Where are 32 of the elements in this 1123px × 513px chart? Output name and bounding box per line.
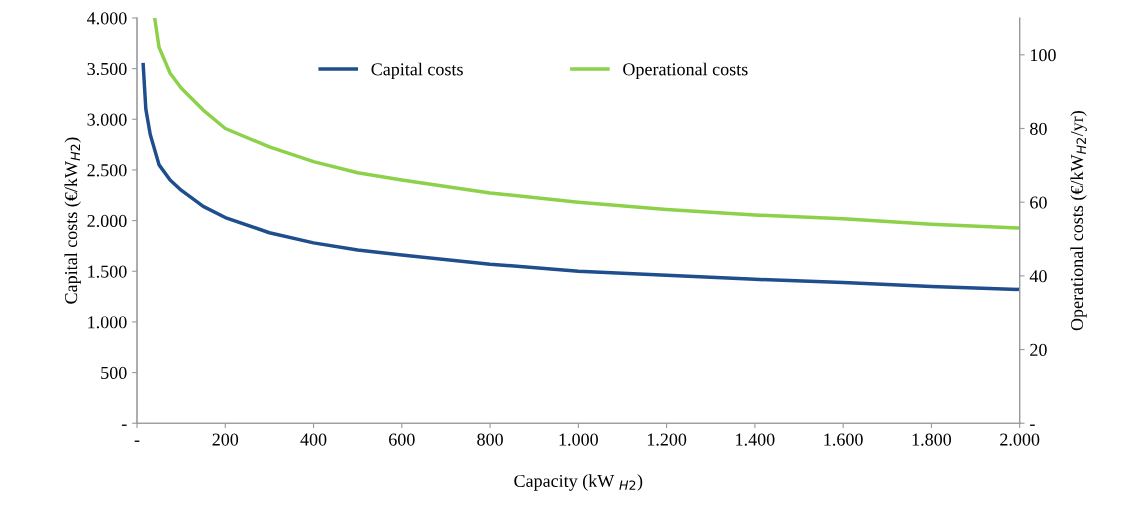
legend-label: Capital costs	[371, 62, 463, 80]
y2-tick-label: 40	[1029, 270, 1047, 283]
x-tick-label: 1.200	[647, 433, 687, 446]
y-tick-label: 3.000	[87, 113, 127, 126]
line-series	[152, 17, 1020, 230]
y-axis-title: Capital costs (€/kW$_{H2}$)	[64, 137, 81, 304]
y-tick-label: 1.500	[88, 265, 127, 278]
y2-tick-label: -	[1030, 424, 1035, 426]
x-tick-label: 600	[389, 433, 415, 446]
x-tick-label: 1.800	[912, 433, 952, 446]
x-tick-label: 1.000	[559, 433, 598, 446]
y-tick-label: 2.500	[87, 164, 127, 177]
legend-label: Operational costs	[623, 62, 748, 80]
y2-tick-label: 20	[1030, 343, 1047, 356]
y-tick-label: 1.000	[88, 316, 127, 329]
x-tick-label: 400	[300, 433, 327, 446]
y-tick-label: 500	[101, 366, 127, 380]
x-tick-label: 800	[477, 433, 503, 446]
x-axis-title: Capacity (kW $_{H2}$)	[514, 474, 643, 491]
y2-tick-label: 60	[1030, 196, 1047, 209]
y2-tick-label: 80	[1030, 122, 1047, 135]
y-tick-label: 3.500	[87, 62, 127, 76]
y-tick-label: 2.000	[87, 214, 127, 228]
x-tick-label: 1.600	[824, 433, 863, 446]
y2-axis-title: Operational costs (€/kW$_{H2}$/yr)	[1070, 111, 1087, 331]
x-tick-label: 1.400	[736, 433, 775, 446]
x-tick-label: 2.000	[1000, 433, 1040, 446]
y2-tick-label: 100	[1030, 49, 1056, 62]
y-tick-label: -	[121, 424, 127, 426]
line-series	[141, 62, 1020, 292]
x-tick-label: 200	[212, 433, 239, 446]
y-tick-label: 4.000	[87, 12, 127, 25]
